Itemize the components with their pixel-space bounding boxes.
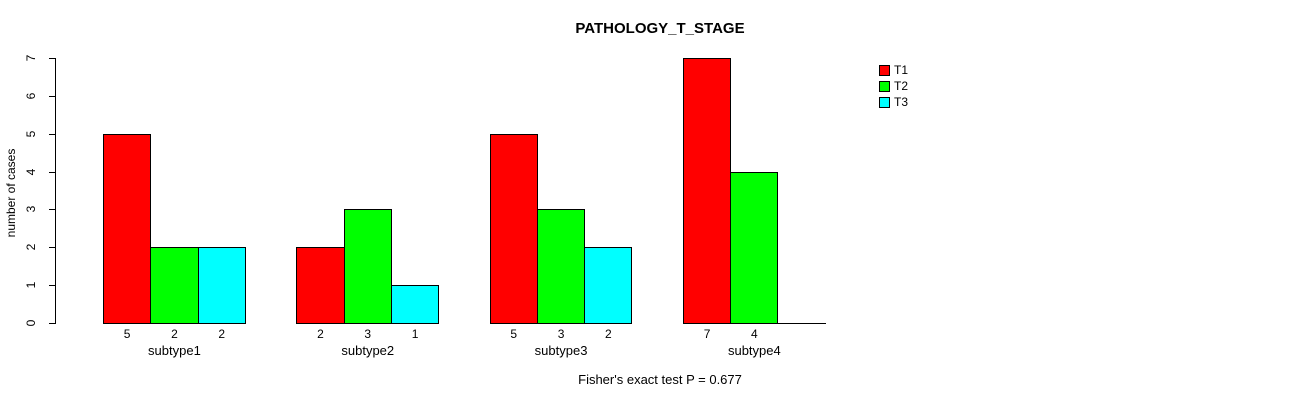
bar-value-label: 2 [605,327,612,341]
x-category-label: subtype4 [727,343,781,358]
bar [730,171,779,324]
y-tick-label: 3 [24,206,38,213]
bar-value-label: 5 [510,327,518,341]
legend-label: T1 [894,63,909,77]
x-category-label: subtype2 [341,343,395,358]
legend-swatch-t1 [879,65,890,76]
y-axis-line [55,58,56,324]
bar [584,247,633,324]
bar-value-label: 7 [703,327,711,341]
bar-value-label: 3 [364,327,372,341]
y-tick [49,133,55,135]
y-tick [49,171,55,173]
y-tick [49,58,55,59]
bar [536,209,586,324]
legend-label: T3 [894,95,909,109]
y-tick-label: 7 [24,54,38,62]
y-tick-label: 4 [24,168,38,175]
bar-value-label: 3 [557,327,565,341]
y-tick [49,247,55,249]
bar [296,247,345,324]
y-tick [49,95,55,97]
bar-value-label: 5 [123,327,131,341]
bar-value-label: 2 [317,327,324,341]
chart-title: PATHOLOGY_T_STAGE [575,20,745,37]
bar [489,133,538,324]
bar [682,58,732,324]
y-tick [49,209,55,211]
legend-label: T2 [894,79,909,93]
y-tick-label: 0 [24,319,38,327]
y-tick-label: 6 [24,92,38,100]
legend-item: T2 [879,80,908,93]
legend-item: T3 [879,96,908,109]
bar [343,209,392,324]
bar [197,247,246,324]
bar [150,247,199,324]
zero-bar-line [777,323,826,324]
y-tick-label: 2 [24,243,38,251]
y-tick-label: 5 [24,130,38,138]
x-category-label: subtype3 [534,343,588,358]
bar [390,285,440,324]
legend-item: T1 [879,64,908,77]
x-category-label: subtype1 [148,343,201,358]
bar [103,133,152,324]
bar-value-label: 2 [218,327,226,341]
y-axis-label: number of cases [4,148,18,238]
stat-annotation: Fisher's exact test P = 0.677 [578,372,742,387]
bar-value-label: 1 [411,327,419,341]
bar-value-label: 4 [751,327,758,341]
bar-value-label: 2 [171,327,178,341]
y-tick [49,285,55,287]
legend-swatch-t2 [879,81,890,92]
y-tick-label: 1 [24,281,38,289]
legend-swatch-t3 [879,97,890,108]
y-tick [49,323,55,324]
